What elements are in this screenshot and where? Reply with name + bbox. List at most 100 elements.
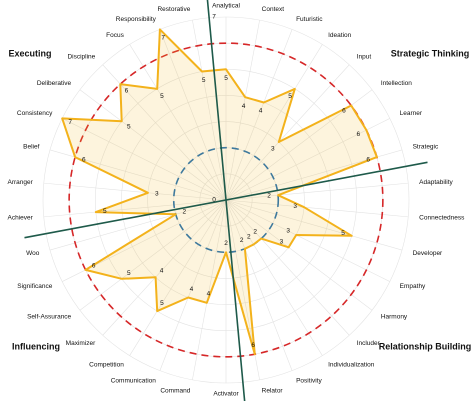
value-label: 3	[286, 228, 290, 235]
data-area	[61, 28, 378, 356]
value-label: 6	[357, 131, 361, 138]
value-label: 5	[127, 123, 131, 130]
category-label: Developer	[413, 250, 443, 257]
spoke	[225, 199, 403, 251]
spoke	[225, 199, 409, 218]
value-label: 4	[242, 103, 246, 110]
category-label: Deliberative	[37, 80, 72, 87]
category-label: Competition	[89, 362, 124, 369]
value-label: 6	[366, 156, 370, 163]
category-label: Positivity	[296, 378, 322, 385]
r-tick-label: 7	[212, 14, 216, 21]
value-label: 2	[240, 237, 244, 244]
category-label: Individualization	[328, 362, 375, 369]
spoke	[62, 118, 227, 201]
category-label: Empathy	[400, 283, 426, 290]
spoke	[225, 182, 409, 201]
spoke	[43, 182, 227, 201]
value-label: 6	[82, 156, 86, 163]
domain-label: Relationship Building	[379, 341, 472, 351]
value-label: 5	[202, 77, 206, 84]
spoke	[102, 64, 227, 201]
value-label: 5	[103, 208, 107, 215]
r-tick-label: 0	[212, 197, 216, 204]
value-label: 4	[207, 291, 211, 298]
category-label: Self-Assurance	[27, 314, 71, 321]
reference-circle	[172, 146, 280, 254]
value-label: 4	[160, 267, 164, 274]
category-label: Arranger	[8, 179, 34, 186]
value-label: 4	[259, 108, 263, 115]
spoke	[102, 199, 227, 336]
category-label: Input	[357, 53, 372, 60]
spoke	[129, 44, 227, 201]
spoke	[225, 199, 293, 371]
value-label: 2	[224, 240, 228, 247]
category-label: Restorative	[157, 6, 190, 13]
category-label: Woo	[26, 250, 40, 257]
category-label: Ideation	[328, 32, 352, 39]
value-label: 2	[183, 209, 187, 216]
value-label: 2	[247, 234, 251, 241]
spoke	[192, 20, 227, 201]
value-label: 2	[253, 229, 257, 236]
value-label: 6	[92, 263, 96, 270]
spoke	[225, 199, 350, 336]
spoke	[79, 89, 227, 201]
value-label: 5	[224, 75, 228, 82]
value-label: 3	[271, 145, 275, 152]
value-label: 4	[190, 286, 194, 293]
spoke	[225, 199, 390, 282]
value-label: 5	[160, 300, 164, 307]
reference-circle	[68, 42, 384, 358]
category-label: Learner	[400, 110, 423, 117]
value-label: 5	[341, 230, 345, 237]
category-label: Communication	[111, 378, 157, 385]
category-label: Achiever	[8, 215, 34, 222]
category-label: Responsibility	[116, 16, 157, 23]
value-label: 6	[342, 108, 346, 115]
spoke	[225, 64, 350, 201]
category-label: Intellection	[381, 80, 412, 87]
category-label: Strategic	[413, 144, 439, 151]
category-label: Includer	[357, 340, 381, 347]
category-label: Futuristic	[296, 16, 323, 23]
spoke	[225, 199, 373, 311]
category-label: Adaptability	[419, 179, 453, 186]
spoke	[159, 29, 227, 201]
value-label: 3	[280, 239, 284, 246]
category-label: Harmony	[381, 314, 408, 321]
category-label: Connectedness	[419, 215, 465, 222]
value-label: 3	[155, 190, 159, 197]
category-label: Belief	[23, 144, 39, 151]
spoke	[79, 199, 227, 311]
domain-label: Strategic Thinking	[391, 48, 470, 58]
category-label: Activator	[213, 391, 239, 398]
value-label: 7	[68, 119, 72, 126]
value-label: 6	[251, 342, 255, 349]
domain-label: Influencing	[12, 341, 60, 351]
value-label: 5	[127, 270, 131, 277]
spoke	[225, 20, 260, 201]
category-label: Context	[262, 6, 285, 13]
category-label: Relator	[262, 387, 284, 394]
category-label: Command	[160, 387, 190, 394]
spoke	[159, 199, 227, 371]
category-label: Analytical	[212, 3, 240, 10]
spoke	[225, 29, 293, 201]
value-label: 5	[288, 93, 292, 100]
category-label: Consistency	[17, 110, 53, 117]
domain-divider	[24, 161, 428, 239]
category-label: Discipline	[67, 53, 95, 60]
value-label: 2	[267, 193, 271, 200]
category-label: Maximizer	[66, 340, 96, 347]
spoke	[43, 199, 227, 218]
spoke	[129, 199, 227, 356]
spoke	[192, 199, 227, 380]
domain-label: Executing	[8, 48, 51, 58]
value-label: 6	[125, 87, 129, 94]
spoke	[225, 118, 390, 201]
spoke	[49, 199, 227, 251]
category-label: Significance	[17, 283, 52, 290]
